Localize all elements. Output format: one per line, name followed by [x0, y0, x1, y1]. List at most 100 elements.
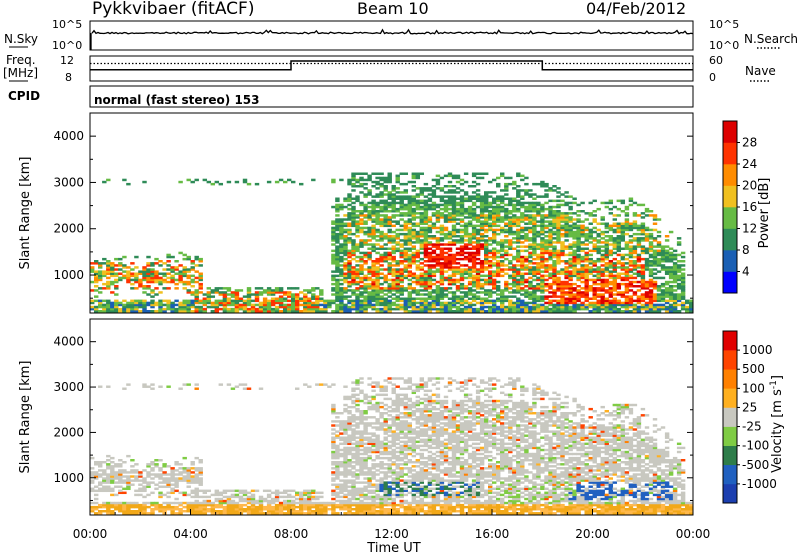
power-cell [411, 255, 417, 259]
power-cell [608, 228, 614, 232]
power-cell [234, 305, 240, 309]
power-cell [415, 232, 421, 236]
power-cell [612, 257, 618, 261]
power-cell [496, 268, 501, 271]
power-cell [407, 226, 413, 230]
power-cell [102, 307, 107, 311]
power-cell [664, 266, 670, 269]
power-cell [355, 293, 360, 296]
power-cell [536, 182, 541, 186]
power-cell [548, 207, 553, 211]
velocity-cell [170, 467, 175, 470]
power-cell [90, 305, 95, 309]
power-cell [540, 185, 545, 188]
power-cell [552, 224, 557, 228]
velocity-cell [299, 495, 304, 499]
power-cell [540, 291, 545, 294]
power-cell [363, 278, 368, 282]
power-cell [299, 303, 304, 307]
power-cell [431, 257, 437, 261]
power-cell [608, 226, 614, 230]
velocity-cell [102, 487, 107, 491]
velocity-cell [106, 479, 111, 482]
power-cell [576, 268, 581, 271]
power-cell [411, 232, 417, 236]
velocity-cell [134, 479, 139, 482]
power-cell [431, 203, 437, 207]
power-cell [403, 191, 409, 194]
power-cell [110, 310, 115, 313]
velocity-cell [266, 493, 272, 497]
power-cell [512, 305, 517, 309]
power-cell [411, 262, 417, 265]
velocity-cell [102, 477, 107, 480]
power-cell [431, 303, 437, 307]
power-cell [680, 280, 686, 284]
power-cell [379, 260, 384, 263]
power-cell [435, 303, 441, 307]
velocity-cell [170, 475, 175, 478]
power-cell [467, 237, 473, 240]
power-cell [335, 305, 340, 309]
power-cell [226, 310, 232, 313]
power-cell [114, 287, 119, 290]
power-cell [640, 216, 646, 219]
power-cell [556, 220, 561, 223]
power-cell [411, 172, 417, 175]
power-cell [174, 266, 179, 269]
velocity-cell [154, 473, 159, 476]
velocity-cell [106, 487, 111, 491]
power-colorbar-swatch [723, 228, 737, 251]
power-cell [395, 235, 400, 238]
power-cell [475, 197, 481, 200]
power-cell [359, 257, 364, 261]
power-cell [387, 239, 392, 242]
velocity-cell [150, 510, 155, 513]
power-cell [672, 276, 678, 280]
power-cell [548, 251, 553, 255]
power-cell [198, 287, 203, 290]
power-cell [564, 262, 569, 265]
power-cell [395, 264, 400, 267]
power-cell [254, 303, 260, 307]
power-cell [403, 268, 409, 271]
power-cell [403, 220, 409, 223]
velocity-cell [291, 510, 296, 513]
power-cell [395, 241, 400, 244]
power-cell [568, 228, 573, 232]
power-cell [564, 195, 569, 198]
velocity-cell [283, 508, 288, 511]
power-cell [343, 303, 348, 307]
power-cell [331, 301, 336, 305]
power-cell [496, 216, 501, 219]
power-cell [584, 305, 589, 309]
power-cell [624, 291, 630, 294]
power-cell [592, 260, 597, 263]
power-cell [600, 305, 605, 309]
velocity-cell [130, 469, 135, 472]
power-cell [672, 262, 678, 265]
power-cell [371, 247, 376, 250]
power-cell [560, 220, 565, 223]
velocity-cell [94, 505, 99, 509]
power-cell [484, 201, 489, 205]
power-cell [548, 272, 553, 275]
velocity-cell [307, 489, 312, 493]
power-cell [395, 272, 400, 275]
velocity-cell [307, 493, 312, 497]
power-cell [680, 297, 686, 300]
velocity-cell [250, 499, 256, 503]
power-cell [387, 201, 392, 205]
power-cell [447, 276, 453, 280]
power-cell [516, 270, 521, 273]
power-cell [516, 253, 521, 257]
power-cell [387, 222, 392, 225]
power-cell [459, 239, 465, 242]
velocity-cell [142, 385, 147, 388]
velocity-cell [134, 477, 139, 480]
velocity-cell [174, 505, 179, 509]
velocity-cell [238, 499, 244, 503]
power-cell [516, 210, 521, 213]
power-cell [98, 310, 103, 313]
power-cell [612, 222, 618, 225]
